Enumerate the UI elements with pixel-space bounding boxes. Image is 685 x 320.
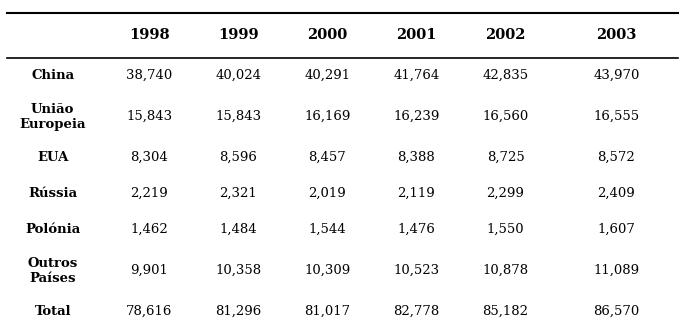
Text: 2,409: 2,409 (597, 187, 636, 200)
Text: 86,570: 86,570 (593, 305, 640, 318)
Text: Polónia: Polónia (25, 223, 80, 236)
Text: 2003: 2003 (597, 28, 636, 42)
Text: 1,462: 1,462 (130, 223, 169, 236)
Text: 16,555: 16,555 (593, 110, 640, 123)
Text: 15,843: 15,843 (126, 110, 173, 123)
Text: 81,017: 81,017 (304, 305, 351, 318)
Text: 82,778: 82,778 (393, 305, 440, 318)
Text: 16,560: 16,560 (482, 110, 529, 123)
Text: 1,544: 1,544 (309, 223, 346, 236)
Text: 10,523: 10,523 (393, 264, 440, 277)
Text: 2,019: 2,019 (308, 187, 347, 200)
Text: EUA: EUA (37, 151, 68, 164)
Text: 85,182: 85,182 (482, 305, 529, 318)
Text: Rússia: Rússia (28, 187, 77, 200)
Text: 40,291: 40,291 (304, 69, 351, 82)
Text: 42,835: 42,835 (482, 69, 529, 82)
Text: 10,309: 10,309 (304, 264, 351, 277)
Text: 1,550: 1,550 (487, 223, 524, 236)
Text: 15,843: 15,843 (215, 110, 262, 123)
Text: 8,596: 8,596 (219, 151, 258, 164)
Text: 1999: 1999 (218, 28, 259, 42)
Text: 10,358: 10,358 (215, 264, 262, 277)
Text: 1,476: 1,476 (397, 223, 436, 236)
Text: 1998: 1998 (129, 28, 170, 42)
Text: 2000: 2000 (308, 28, 347, 42)
Text: União
Europeia: União Europeia (19, 103, 86, 131)
Text: 8,457: 8,457 (308, 151, 347, 164)
Text: China: China (32, 69, 74, 82)
Text: 38,740: 38,740 (126, 69, 173, 82)
Text: 8,572: 8,572 (597, 151, 636, 164)
Text: 78,616: 78,616 (126, 305, 173, 318)
Text: 2,219: 2,219 (130, 187, 169, 200)
Text: 1,484: 1,484 (220, 223, 257, 236)
Text: 81,296: 81,296 (215, 305, 262, 318)
Text: Total: Total (34, 305, 71, 318)
Text: 11,089: 11,089 (593, 264, 640, 277)
Text: 1,607: 1,607 (597, 223, 636, 236)
Text: 2,321: 2,321 (219, 187, 258, 200)
Text: 8,388: 8,388 (397, 151, 436, 164)
Text: 16,239: 16,239 (393, 110, 440, 123)
Text: 16,169: 16,169 (304, 110, 351, 123)
Text: 40,024: 40,024 (215, 69, 262, 82)
Text: 9,901: 9,901 (130, 264, 169, 277)
Text: 2,299: 2,299 (486, 187, 525, 200)
Text: 2002: 2002 (485, 28, 526, 42)
Text: 2,119: 2,119 (397, 187, 436, 200)
Text: 43,970: 43,970 (593, 69, 640, 82)
Text: Outros
Países: Outros Países (27, 257, 78, 284)
Text: 8,725: 8,725 (486, 151, 525, 164)
Text: 41,764: 41,764 (393, 69, 440, 82)
Text: 8,304: 8,304 (130, 151, 169, 164)
Text: 10,878: 10,878 (482, 264, 529, 277)
Text: 2001: 2001 (396, 28, 437, 42)
